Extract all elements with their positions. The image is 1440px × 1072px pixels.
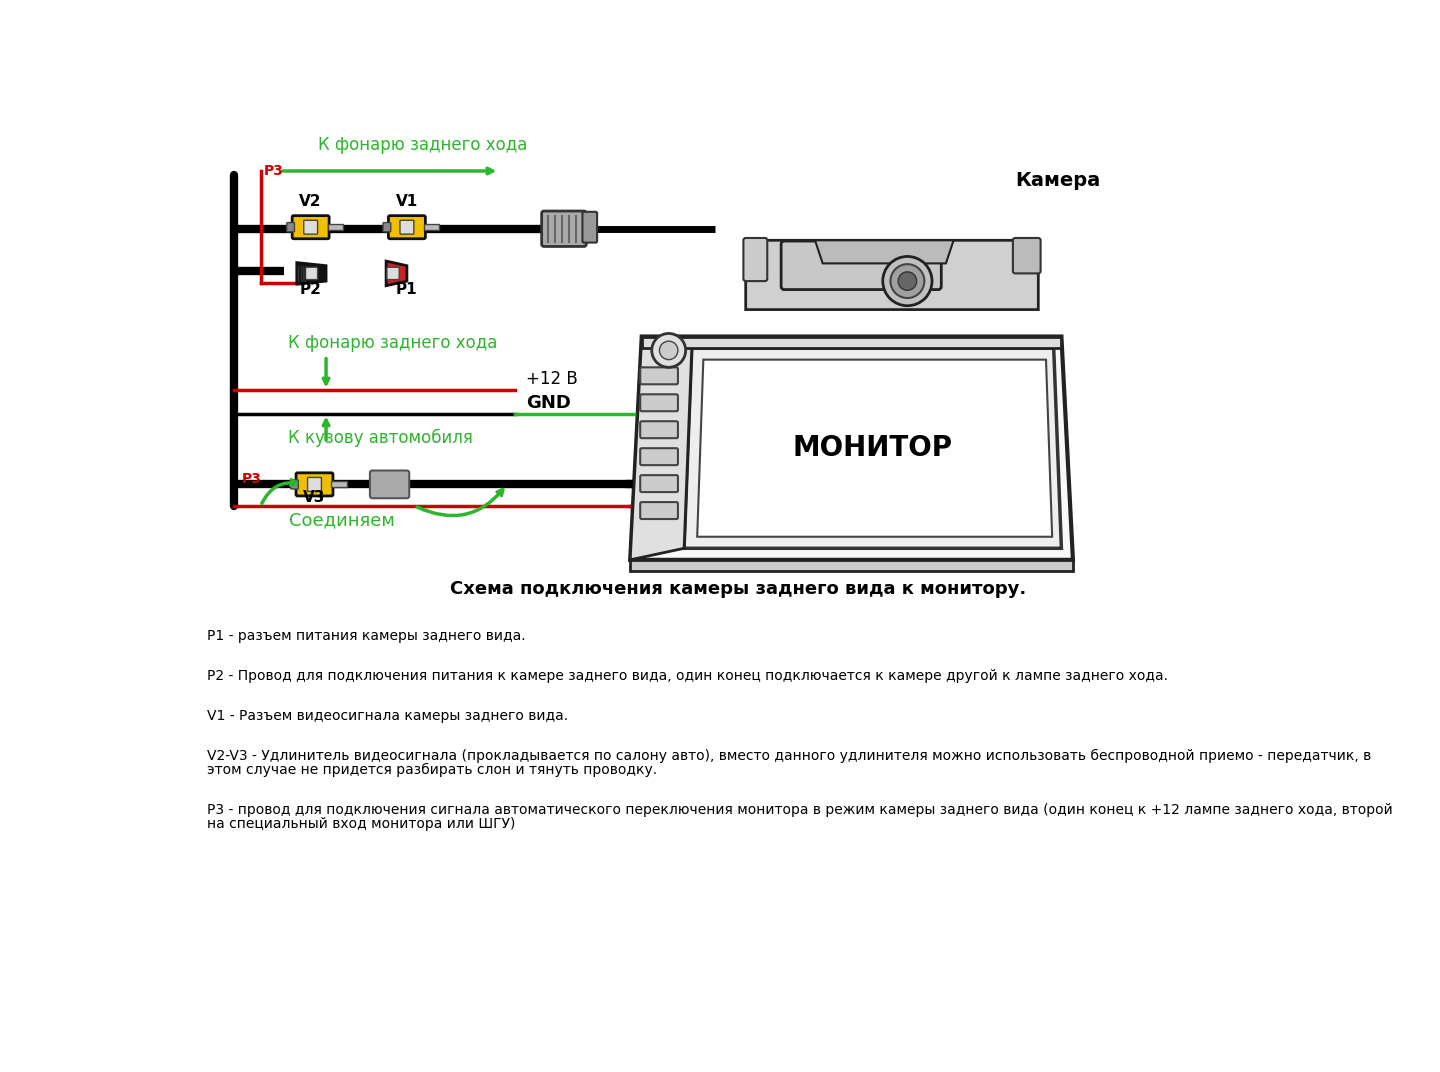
Circle shape bbox=[890, 264, 924, 298]
Text: V2-V3 - Удлинитель видеосигнала (прокладывается по салону авто), вместо данного : V2-V3 - Удлинитель видеосигнала (проклад… bbox=[207, 749, 1371, 763]
Text: P3: P3 bbox=[264, 164, 284, 178]
Polygon shape bbox=[684, 348, 1061, 548]
FancyBboxPatch shape bbox=[582, 212, 598, 242]
FancyBboxPatch shape bbox=[305, 267, 318, 280]
Polygon shape bbox=[642, 337, 1061, 348]
Polygon shape bbox=[815, 240, 953, 264]
Text: этом случае не придется разбирать слон и тянуть проводку.: этом случае не придется разбирать слон и… bbox=[207, 763, 657, 777]
FancyBboxPatch shape bbox=[641, 502, 678, 519]
Text: P3: P3 bbox=[242, 472, 261, 486]
Text: +12 В: +12 В bbox=[526, 370, 577, 388]
Polygon shape bbox=[631, 560, 1073, 571]
Polygon shape bbox=[386, 262, 408, 286]
Polygon shape bbox=[697, 359, 1053, 537]
FancyBboxPatch shape bbox=[400, 220, 413, 234]
Text: GND: GND bbox=[526, 394, 572, 412]
Text: P1 - разъем питания камеры заднего вида.: P1 - разъем питания камеры заднего вида. bbox=[207, 629, 526, 643]
FancyBboxPatch shape bbox=[297, 473, 333, 496]
Text: P1: P1 bbox=[396, 282, 418, 297]
Text: К фонарю заднего хода: К фонарю заднего хода bbox=[318, 136, 527, 154]
Text: P2: P2 bbox=[300, 282, 321, 297]
FancyBboxPatch shape bbox=[291, 480, 298, 489]
FancyBboxPatch shape bbox=[387, 267, 399, 280]
Text: МОНИТОР: МОНИТОР bbox=[793, 434, 953, 462]
Text: Камера: Камера bbox=[1015, 172, 1100, 191]
FancyBboxPatch shape bbox=[641, 475, 678, 492]
FancyBboxPatch shape bbox=[1012, 238, 1041, 273]
Text: V1 - Разъем видеосигнала камеры заднего вида.: V1 - Разъем видеосигнала камеры заднего … bbox=[207, 710, 567, 724]
Text: V1: V1 bbox=[396, 194, 418, 209]
FancyBboxPatch shape bbox=[389, 215, 425, 239]
Text: V3: V3 bbox=[304, 490, 325, 505]
FancyBboxPatch shape bbox=[641, 421, 678, 438]
Polygon shape bbox=[631, 337, 1073, 560]
Text: К фонарю заднего хода: К фонарю заднего хода bbox=[288, 334, 497, 352]
FancyBboxPatch shape bbox=[780, 241, 942, 289]
FancyBboxPatch shape bbox=[641, 394, 678, 412]
Text: Р3 - провод для подключения сигнала автоматического переключения монитора в режи: Р3 - провод для подключения сигнала авто… bbox=[207, 803, 1392, 817]
FancyBboxPatch shape bbox=[743, 238, 768, 281]
Circle shape bbox=[652, 333, 685, 368]
Bar bbox=[327, 224, 343, 230]
Text: на специальный вход монитора или ШГУ): на специальный вход монитора или ШГУ) bbox=[207, 817, 516, 831]
FancyBboxPatch shape bbox=[641, 448, 678, 465]
Text: V2: V2 bbox=[300, 194, 323, 209]
FancyBboxPatch shape bbox=[287, 223, 294, 232]
FancyBboxPatch shape bbox=[370, 471, 409, 498]
FancyBboxPatch shape bbox=[304, 220, 318, 234]
Bar bbox=[331, 481, 347, 488]
Polygon shape bbox=[631, 337, 691, 560]
FancyBboxPatch shape bbox=[383, 223, 390, 232]
Text: P2 - Провод для подключения питания к камере заднего вида, один конец подключает: P2 - Провод для подключения питания к ка… bbox=[207, 669, 1168, 683]
Bar bbox=[423, 224, 439, 230]
Text: Соединяем: Соединяем bbox=[288, 511, 395, 530]
Circle shape bbox=[883, 256, 932, 306]
Circle shape bbox=[899, 272, 917, 291]
FancyBboxPatch shape bbox=[541, 211, 586, 247]
FancyBboxPatch shape bbox=[641, 368, 678, 384]
Polygon shape bbox=[746, 240, 1038, 310]
FancyBboxPatch shape bbox=[292, 215, 330, 239]
Text: Схема подключения камеры заднего вида к монитору.: Схема подключения камеры заднего вида к … bbox=[449, 581, 1027, 598]
Circle shape bbox=[660, 341, 678, 359]
Polygon shape bbox=[297, 263, 325, 284]
Text: К кузову автомобиля: К кузову автомобиля bbox=[288, 429, 472, 447]
FancyBboxPatch shape bbox=[308, 477, 321, 491]
